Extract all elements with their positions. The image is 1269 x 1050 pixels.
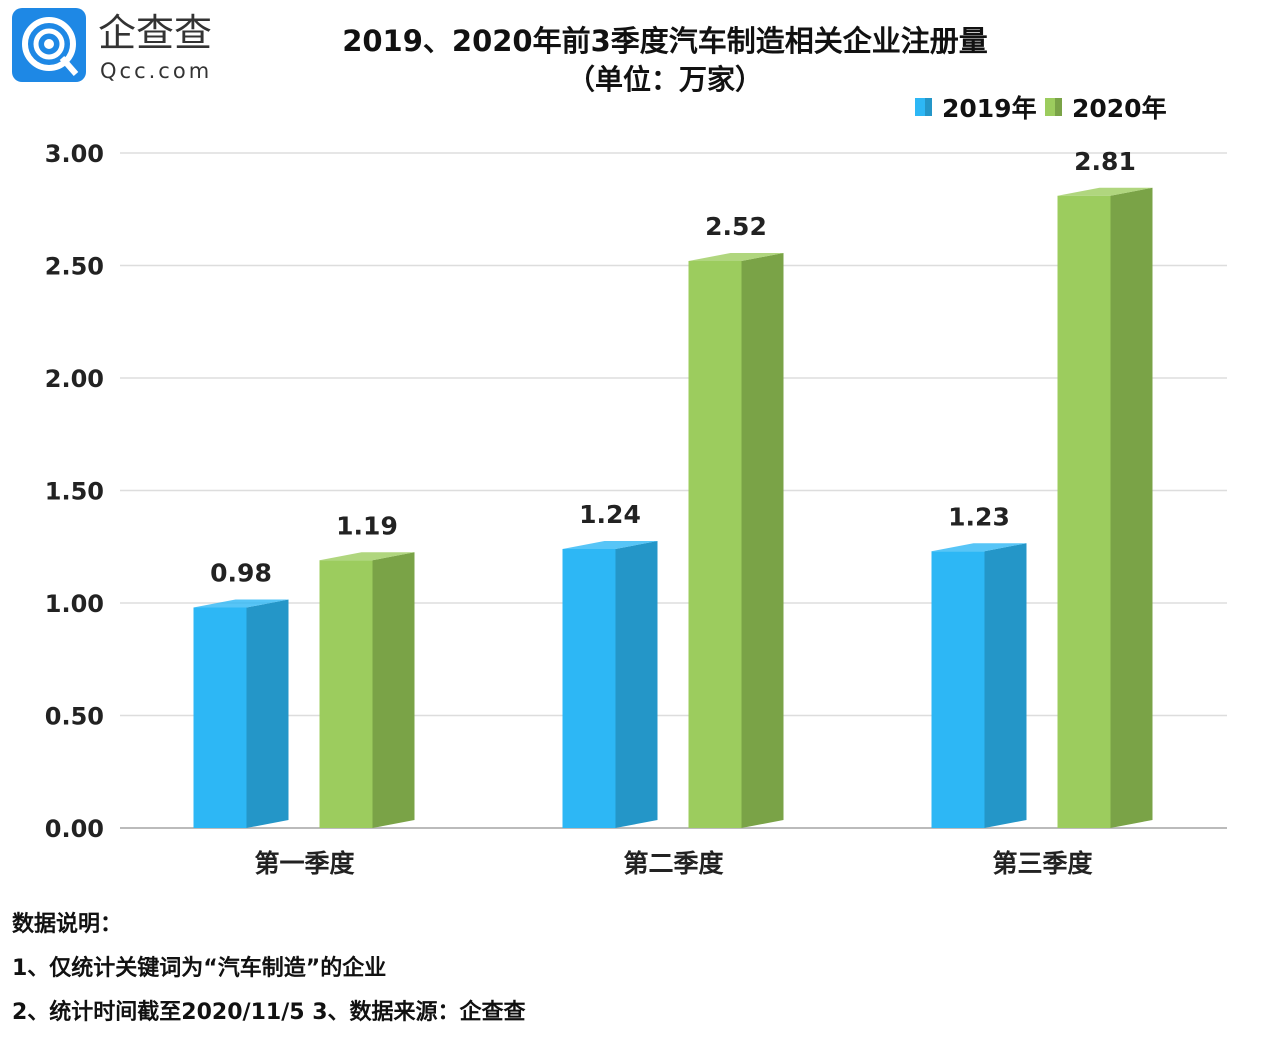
y-tick-label: 2.00 (45, 365, 104, 393)
y-tick-label: 3.00 (45, 140, 104, 168)
data-label: 0.98 (210, 559, 272, 588)
legend-swatch-side (1055, 98, 1062, 116)
bar (319, 560, 373, 828)
bar (562, 549, 616, 828)
bar (688, 261, 742, 828)
bar-top (688, 253, 784, 261)
x-tick-label: 第三季度 (992, 849, 1092, 878)
bar-top (562, 541, 658, 549)
bar-side (1110, 187, 1153, 828)
bar-top (1057, 187, 1153, 196)
notes-heading: 数据说明： (12, 912, 123, 937)
bar-side (615, 541, 658, 828)
legend-label: 2019年 (942, 94, 1037, 123)
notes-line-1: 1、仅统计关键词为“汽车制造”的企业 (12, 956, 387, 981)
bar-side (984, 543, 1027, 828)
bar-side (246, 599, 289, 828)
chart-subtitle: （单位：万家） (566, 63, 763, 96)
svg-text:企查查: 企查查 (98, 11, 212, 55)
data-label: 2.81 (1074, 147, 1136, 176)
data-label: 1.19 (336, 511, 398, 540)
bar-top (931, 543, 1027, 552)
bar-side (741, 253, 784, 828)
y-tick-label: 2.50 (45, 253, 104, 281)
legend-label: 2020年 (1072, 94, 1167, 123)
y-tick-label: 0.00 (45, 815, 104, 843)
bar (1057, 195, 1111, 828)
bar-top (319, 552, 415, 561)
bar-top (193, 599, 289, 608)
qcc-logo: 企查查 Qcc.com (12, 8, 212, 83)
notes-line-2: 2、统计时间截至2020/11/5 3、数据来源：企查查 (12, 1000, 526, 1025)
bar-chart: 0.00 0.50 1.00 1.50 2.00 2.50 3.00 第一季度 0.98 1.19… (45, 94, 1227, 878)
data-label: 1.23 (948, 502, 1010, 531)
data-label: 2.52 (705, 212, 767, 241)
x-tick-label: 第二季度 (623, 849, 723, 878)
x-tick-label: 第一季度 (254, 849, 354, 878)
bar (931, 551, 985, 828)
svg-text:Qcc.com: Qcc.com (100, 59, 212, 83)
data-label: 1.24 (579, 500, 641, 529)
y-tick-label: 0.50 (45, 703, 104, 731)
y-tick-label: 1.00 (45, 590, 104, 618)
y-tick-label: 1.50 (45, 478, 104, 506)
bar (193, 607, 247, 828)
legend-swatch-side (925, 98, 932, 116)
bar-side (372, 552, 415, 828)
chart-title: 2019、2020年前3季度汽车制造相关企业注册量 (342, 24, 988, 58)
